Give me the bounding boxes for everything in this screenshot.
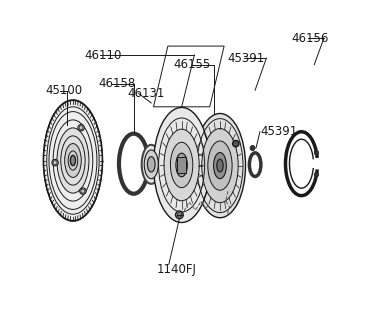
Ellipse shape bbox=[154, 108, 210, 222]
Ellipse shape bbox=[171, 142, 193, 188]
Text: 1140FJ: 1140FJ bbox=[157, 263, 197, 276]
Ellipse shape bbox=[78, 125, 84, 131]
Ellipse shape bbox=[250, 145, 255, 151]
Ellipse shape bbox=[65, 143, 81, 178]
Ellipse shape bbox=[314, 151, 319, 155]
Ellipse shape bbox=[57, 128, 89, 193]
Text: 46155: 46155 bbox=[174, 58, 211, 71]
Ellipse shape bbox=[80, 188, 86, 194]
FancyBboxPatch shape bbox=[178, 157, 186, 173]
Text: 46131: 46131 bbox=[127, 87, 165, 100]
Ellipse shape bbox=[194, 114, 245, 218]
Text: 46110: 46110 bbox=[84, 48, 122, 62]
Ellipse shape bbox=[232, 140, 239, 147]
Ellipse shape bbox=[177, 213, 181, 217]
Ellipse shape bbox=[176, 153, 187, 177]
Text: 45391: 45391 bbox=[227, 52, 265, 65]
Ellipse shape bbox=[208, 141, 232, 190]
Text: 46158: 46158 bbox=[99, 77, 136, 90]
Ellipse shape bbox=[147, 157, 155, 172]
Text: 45391: 45391 bbox=[260, 125, 297, 138]
Ellipse shape bbox=[176, 211, 183, 219]
Ellipse shape bbox=[164, 129, 199, 201]
Text: 46156: 46156 bbox=[291, 32, 328, 45]
Ellipse shape bbox=[142, 145, 161, 184]
Ellipse shape bbox=[214, 152, 226, 179]
Ellipse shape bbox=[52, 160, 58, 166]
Ellipse shape bbox=[44, 100, 102, 221]
Ellipse shape bbox=[202, 128, 238, 203]
Ellipse shape bbox=[314, 172, 319, 177]
Text: 45100: 45100 bbox=[46, 84, 83, 97]
Ellipse shape bbox=[178, 159, 185, 171]
Ellipse shape bbox=[144, 150, 158, 179]
Ellipse shape bbox=[71, 155, 76, 166]
Ellipse shape bbox=[217, 159, 223, 172]
